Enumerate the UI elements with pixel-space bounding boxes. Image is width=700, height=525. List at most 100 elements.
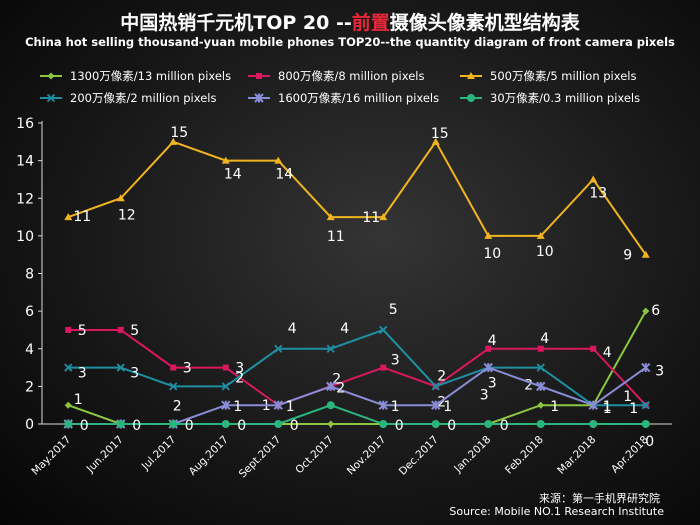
data-label: 5 (130, 323, 139, 339)
data-label: 0 (645, 434, 654, 450)
data-point (326, 344, 335, 353)
data-label: 10 (483, 246, 501, 262)
data-label: 5 (389, 302, 398, 318)
data-label: 0 (447, 418, 456, 434)
data-label: 0 (80, 418, 89, 434)
data-point (537, 345, 544, 352)
data-point (221, 420, 230, 428)
legend-label: 200万像素/2 million pixels (70, 91, 216, 105)
data-point (379, 420, 388, 428)
data-label: 1 (550, 399, 559, 415)
legend-label: 1600万像素/16 million pixels (278, 91, 439, 105)
series-line (68, 404, 646, 425)
data-label: 12 (118, 207, 136, 223)
data-label: 2 (524, 378, 533, 394)
data-label: 1 (391, 399, 400, 415)
data-point (536, 420, 545, 428)
x-tick-label: Feb.2018 (503, 434, 546, 477)
legend-item: 1300万像素/13 million pixels (40, 69, 231, 83)
data-label: 1 (603, 399, 612, 415)
data-label: 3 (480, 388, 489, 404)
data-label: 2 (437, 394, 446, 410)
legend-item: 30万像素/0.3 million pixels (460, 91, 640, 105)
data-label: 11 (362, 210, 380, 226)
y-tick-label: 6 (25, 304, 34, 320)
data-label: 14 (275, 167, 293, 183)
data-label: 0 (395, 418, 404, 434)
legend-item: 500万像素/5 million pixels (460, 69, 636, 83)
data-label: 6 (651, 303, 660, 319)
data-point (641, 250, 650, 258)
data-label: 3 (488, 376, 497, 392)
data-point (536, 231, 545, 239)
legend-marker (46, 93, 56, 103)
data-label: 11 (73, 209, 91, 225)
data-label: 2 (235, 370, 244, 386)
data-label: 1 (286, 399, 295, 415)
x-tick-label: Aug.2017 (187, 434, 231, 478)
data-point (326, 213, 335, 221)
legend-item: 800万像素/8 million pixels (248, 69, 424, 83)
data-point (64, 213, 73, 221)
data-point (431, 382, 440, 391)
data-label: 1 (443, 399, 452, 415)
legend-marker (254, 93, 264, 103)
legend-label: 800万像素/8 million pixels (278, 69, 424, 83)
y-tick-label: 0 (25, 417, 34, 433)
x-tick-label: Nov.2017 (345, 434, 389, 478)
data-point (536, 363, 545, 372)
data-label: 4 (288, 321, 297, 337)
legend-marker (467, 72, 475, 79)
legend-label: 500万像素/5 million pixels (490, 69, 636, 83)
x-tick-label: Jun.2017 (84, 434, 126, 476)
data-point (641, 420, 650, 428)
chart-title-en: China hot selling thousand-yuan mobile p… (25, 35, 675, 49)
data-label: 0 (500, 418, 509, 434)
data-point (117, 326, 124, 333)
series-line (68, 328, 646, 407)
data-point (641, 401, 650, 410)
data-point (536, 381, 546, 392)
data-label: 0 (237, 418, 246, 434)
x-tick-label: May.2017 (29, 434, 73, 478)
data-point (64, 401, 72, 409)
series-line (68, 328, 647, 407)
data-label: 4 (340, 321, 349, 337)
data-point (642, 307, 650, 315)
data-point (273, 400, 283, 410)
data-label: 11 (327, 229, 345, 245)
y-tick-label: 8 (25, 267, 34, 283)
data-point (589, 420, 598, 428)
data-label: 10 (536, 244, 554, 260)
data-label: 3 (130, 366, 139, 382)
legend-item: 1600万像素/16 million pixels (248, 91, 439, 105)
legend-marker (467, 94, 475, 102)
data-label: 15 (170, 125, 188, 141)
data-point (537, 401, 545, 409)
data-label: 2 (332, 371, 341, 387)
x-tick-label: Oct.2017 (293, 434, 336, 477)
data-point (326, 401, 335, 410)
data-point (379, 213, 388, 221)
data-label: 1 (603, 401, 612, 417)
data-point (169, 137, 178, 145)
x-tick-label: Dec.2017 (397, 434, 441, 478)
data-point (221, 382, 230, 391)
data-point (326, 381, 336, 392)
data-label: 4 (540, 331, 549, 347)
data-label: 3 (655, 364, 664, 380)
data-point (641, 362, 651, 373)
x-tick-label: Jul.2017 (139, 434, 178, 473)
data-point (221, 400, 231, 410)
data-label: 2 (437, 368, 446, 384)
data-point (170, 364, 177, 371)
data-point (431, 137, 440, 145)
legend-item: 200万像素/2 million pixels (40, 91, 216, 105)
data-label: 2 (173, 398, 182, 414)
data-point (274, 420, 283, 428)
data-label: 3 (391, 353, 400, 369)
legend-marker (47, 72, 55, 80)
chart-title-highlight: 前置 (351, 12, 390, 34)
source-cn: 来源：第一手机界研究院 (539, 492, 660, 505)
